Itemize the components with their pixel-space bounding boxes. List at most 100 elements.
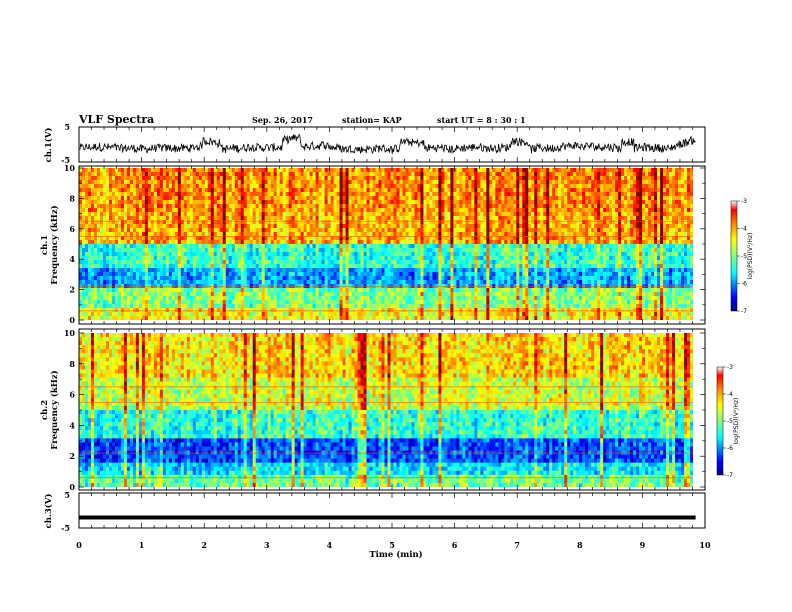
spectrogram-cell bbox=[282, 232, 287, 237]
spectrogram-cell bbox=[123, 208, 128, 213]
spectrogram-cell bbox=[192, 180, 197, 185]
spectrogram-cell bbox=[381, 200, 385, 205]
spectrogram-cell bbox=[549, 188, 553, 193]
spectrogram-cell bbox=[519, 256, 523, 261]
spectrogram-cell bbox=[156, 216, 161, 221]
spectrogram-cell bbox=[321, 220, 325, 225]
spectrogram-cell bbox=[201, 220, 206, 225]
spectrogram-cell bbox=[207, 248, 212, 253]
spectrogram-cell bbox=[447, 244, 451, 249]
spectrogram-cell bbox=[216, 200, 221, 205]
spectrogram-cell bbox=[621, 192, 625, 197]
spectrogram-cell bbox=[414, 220, 418, 225]
spectrogram-cell bbox=[225, 208, 230, 213]
spectrogram-cell bbox=[531, 180, 535, 185]
spectrogram-cell bbox=[660, 208, 664, 213]
spectrogram-cell bbox=[468, 256, 472, 261]
spectrogram-cell bbox=[636, 200, 640, 205]
spectrogram-cell bbox=[603, 180, 607, 185]
spectrogram-cell bbox=[126, 208, 131, 213]
spectrogram-cell bbox=[528, 208, 532, 213]
spectrogram-cell bbox=[405, 184, 409, 189]
spectrogram-cell bbox=[354, 228, 358, 233]
spectrogram-cell bbox=[543, 240, 547, 245]
spectrogram-cell bbox=[549, 196, 553, 201]
spectrogram-cell bbox=[156, 168, 161, 173]
spectrogram-cell bbox=[648, 204, 652, 209]
spectrogram-cell bbox=[138, 256, 143, 261]
spectrogram-cell bbox=[96, 176, 101, 181]
spectrogram-cell bbox=[165, 188, 170, 193]
spectrogram-cell bbox=[147, 204, 152, 209]
spectrogram-cell bbox=[354, 252, 358, 257]
spectrogram-cell bbox=[231, 260, 236, 265]
spectrogram-cell bbox=[516, 184, 520, 189]
spectrogram-cell bbox=[276, 188, 281, 193]
spectrogram-cell bbox=[456, 176, 460, 181]
spectrogram-cell bbox=[453, 168, 457, 173]
spectrogram-cell bbox=[204, 168, 209, 173]
spectrogram-cell bbox=[108, 224, 113, 229]
spectrogram-cell bbox=[396, 260, 400, 265]
spectrogram-cell bbox=[384, 176, 388, 181]
spectrogram-cell bbox=[288, 216, 293, 221]
spectrogram-cell bbox=[690, 168, 693, 173]
spectrogram-cell bbox=[369, 252, 373, 257]
spectrogram-cell bbox=[462, 168, 466, 173]
spectrogram-cell bbox=[309, 212, 314, 217]
spectrogram-cell bbox=[414, 188, 418, 193]
spectrogram-cell bbox=[270, 240, 275, 245]
spectrogram-cell bbox=[261, 248, 266, 253]
spectrogram-cell bbox=[606, 244, 610, 249]
spectrogram-cell bbox=[117, 168, 122, 173]
spectrogram-cell bbox=[195, 252, 200, 257]
spectrogram-cell bbox=[87, 236, 92, 241]
spectrogram-cell bbox=[552, 208, 556, 213]
spectrogram-cell bbox=[363, 168, 367, 173]
spectrogram-cell bbox=[138, 184, 143, 189]
spectrogram-cell bbox=[279, 220, 284, 225]
spectrogram-cell bbox=[429, 240, 433, 245]
spectrogram-cell bbox=[303, 172, 308, 177]
spectrogram-cell bbox=[195, 204, 200, 209]
spectrogram-cell bbox=[684, 256, 688, 261]
spectrogram-cell bbox=[531, 256, 535, 261]
spectrogram-cell bbox=[153, 220, 158, 225]
spectrogram-cell bbox=[420, 236, 424, 241]
spectrogram-cell bbox=[291, 252, 296, 257]
spectrogram-cell bbox=[231, 208, 236, 213]
spectrogram-cell bbox=[531, 232, 535, 237]
spectrogram-cell bbox=[687, 188, 691, 193]
spectrogram-cell bbox=[510, 228, 514, 233]
spectrogram-cell bbox=[519, 228, 523, 233]
spectrogram-cell bbox=[486, 252, 490, 257]
spectrogram-cell bbox=[162, 192, 167, 197]
spectrogram-cell bbox=[294, 180, 299, 185]
spectrogram-cell bbox=[240, 188, 245, 193]
spectrogram-cell bbox=[351, 232, 355, 237]
spectrogram-cell bbox=[492, 172, 496, 177]
spectrogram-cell bbox=[594, 220, 598, 225]
spectrogram-cell bbox=[537, 228, 541, 233]
spectrogram-cell bbox=[249, 216, 254, 221]
spectrogram-cell bbox=[582, 248, 586, 253]
spectrogram-cell bbox=[651, 232, 655, 237]
spectrogram-cell bbox=[465, 248, 469, 253]
spectrogram-cell bbox=[507, 168, 511, 173]
spectrogram-cell bbox=[255, 248, 260, 253]
spectrogram-cell bbox=[264, 220, 269, 225]
spectrogram-cell bbox=[567, 212, 571, 217]
spectrogram-cell bbox=[147, 224, 152, 229]
spectrogram-cell bbox=[300, 196, 305, 201]
spectrogram-cell bbox=[555, 184, 559, 189]
spectrogram-cell bbox=[417, 192, 421, 197]
spectrogram-cell bbox=[492, 240, 496, 245]
spectrogram-cell bbox=[255, 228, 260, 233]
spectrogram-cell bbox=[294, 188, 299, 193]
spectrogram-cell bbox=[141, 184, 146, 189]
spectrogram-cell bbox=[672, 236, 676, 241]
spectrogram-cell bbox=[567, 204, 571, 209]
spectrogram-cell bbox=[492, 180, 496, 185]
spectrogram-cell bbox=[345, 248, 349, 253]
spectrogram-cell bbox=[576, 240, 580, 245]
